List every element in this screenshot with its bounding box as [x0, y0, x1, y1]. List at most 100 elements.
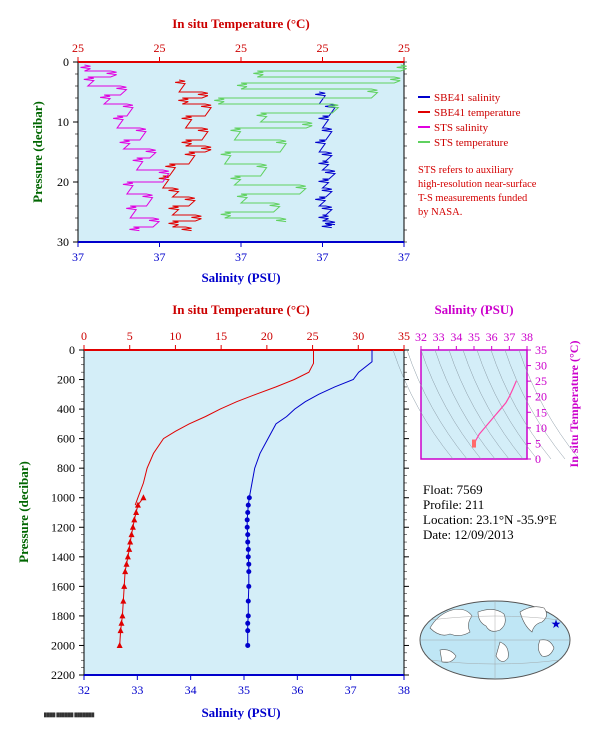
salinity-marker: [246, 561, 252, 567]
ts-top-axis-label: Salinity (PSU): [434, 302, 513, 317]
ts-top-tick-label: 34: [450, 330, 462, 344]
temperature-marker: [117, 627, 124, 634]
ts-deep-cluster: [472, 439, 476, 448]
salinity-marker: [245, 598, 251, 604]
series-sts-temperature: [214, 64, 407, 223]
salinity-marker: [245, 510, 251, 515]
ts-right-tick-label: 25: [535, 374, 547, 388]
salinity-marker: [245, 539, 251, 545]
main-bottom-tick-label: 34: [185, 683, 197, 697]
main-chart-series: [116, 350, 373, 648]
salinity-marker: [246, 583, 252, 589]
temperature-marker: [127, 538, 134, 545]
temperature-marker: [124, 553, 131, 560]
temperature-marker: [134, 501, 141, 508]
float-info: Float: 7569 Profile: 211 Location: 23.1°…: [423, 482, 557, 542]
ts-series: [472, 380, 517, 448]
left-tick-label: 20: [57, 175, 69, 189]
salinity-marker: [245, 642, 251, 648]
main-top-tick-label: 35: [398, 329, 410, 343]
main-series-temperature: [134, 350, 314, 506]
footer-mark: ████ ██████ ███████: [44, 712, 94, 718]
ts-density-contours: [392, 349, 580, 460]
temperature-marker: [126, 545, 133, 552]
legend-label: SBE41 temperature: [434, 107, 521, 119]
ts-curve: [473, 380, 517, 447]
float-id: Float: 7569: [423, 482, 483, 497]
map-land: [429, 606, 555, 663]
map-graticule: [421, 601, 569, 679]
temperature-marker: [133, 509, 140, 515]
ts-right-tick-label: 35: [535, 343, 547, 357]
main-bottom-tick-label: 32: [78, 683, 90, 697]
series-sbe41-salinity: [315, 91, 337, 229]
top-profile-chart: In situ Temperature (°C) Salinity (PSU) …: [30, 16, 410, 285]
main-bottom-tick-label: 36: [291, 683, 303, 697]
main-left-tick-label: 2000: [51, 638, 75, 652]
ts-right-tick-label: 30: [535, 359, 547, 373]
note-line: STS refers to auxiliary: [418, 165, 514, 176]
main-bottom-tick-label: 35: [238, 683, 250, 697]
main-left-tick-label: 1800: [51, 609, 75, 623]
density-contour: [490, 349, 552, 460]
ts-right-tick-label: 5: [535, 436, 541, 450]
temperature-marker: [131, 516, 138, 523]
temperature-marker: [116, 641, 123, 648]
top-tick-label: 25: [317, 41, 329, 55]
top-chart-bottom-axis-label: Salinity (PSU): [201, 270, 280, 285]
main-left-tick-label: 1600: [51, 579, 75, 593]
main-chart-left-axis-label: Pressure (decibar): [16, 461, 31, 563]
ts-right-tick-label: 20: [535, 390, 547, 404]
location-text: Location: 23.1°N -35.9°E: [423, 512, 557, 527]
ts-top-tick-label: 33: [433, 330, 445, 344]
main-left-tick-label: 800: [57, 461, 75, 475]
top-chart-series: [80, 64, 407, 232]
salinity-marker: [245, 532, 251, 538]
density-contour: [518, 349, 580, 460]
float-location-marker: ★: [551, 617, 562, 631]
note-line: by NASA.: [418, 207, 463, 218]
main-left-tick-label: 1200: [51, 520, 75, 534]
legend-label: STS salinity: [434, 122, 489, 134]
ts-diagram: Salinity (PSU) In situ Temperature (°C) …: [392, 302, 581, 467]
density-contour: [434, 349, 496, 460]
top-tick-label: 25: [154, 41, 166, 55]
left-tick-label: 30: [57, 235, 69, 249]
salinity-marker: [244, 517, 250, 523]
main-bottom-tick-label: 33: [131, 683, 143, 697]
main-left-tick-label: 0: [69, 343, 75, 357]
main-profile-chart: In situ Temperature (°C) Salinity (PSU) …: [16, 302, 410, 720]
bottom-tick-label: 37: [317, 250, 329, 264]
ts-top-tick-label: 36: [486, 330, 498, 344]
temperature-marker: [119, 612, 126, 619]
temperature-marker: [140, 494, 147, 501]
main-bottom-tick-label: 38: [398, 683, 410, 697]
top-chart-left-axis-label: Pressure (decibar): [30, 101, 45, 203]
series-sts-salinity: [80, 64, 170, 232]
main-top-tick-label: 20: [261, 329, 273, 343]
main-chart-top-axis-label: In situ Temperature (°C): [172, 302, 310, 317]
main-chart-left-ticks: 0 200 400 600 800 1000 1200 1400 1600 1800 2000 220…: [51, 343, 409, 682]
sts-note: STS refers to auxiliary high-resolution …: [418, 164, 588, 220]
main-left-tick-label: 400: [57, 402, 75, 416]
main-chart-bottom-ticks: 32 33 34 35 36 37 38: [78, 675, 410, 697]
main-top-tick-label: 5: [127, 329, 133, 343]
temperature-marker: [118, 619, 125, 626]
bottom-tick-label: 37: [72, 250, 84, 264]
main-top-tick-label: 15: [215, 329, 227, 343]
salinity-marker: [246, 495, 252, 501]
ts-right-tick-label: 0: [535, 452, 541, 466]
date-text: Date: 12/09/2013: [423, 527, 514, 542]
temperature-marker: [123, 560, 130, 567]
main-left-tick-label: 600: [57, 432, 75, 446]
top-tick-label: 25: [72, 41, 84, 55]
bottom-tick-label: 37: [235, 250, 247, 264]
density-contour: [406, 349, 468, 460]
left-tick-label: 0: [63, 55, 69, 69]
salinity-marker: [245, 502, 251, 508]
salinity-marker: [245, 546, 251, 552]
ts-right-tick-label: 10: [535, 421, 547, 435]
bottom-tick-label: 37: [398, 250, 410, 264]
density-contour: [504, 349, 566, 460]
